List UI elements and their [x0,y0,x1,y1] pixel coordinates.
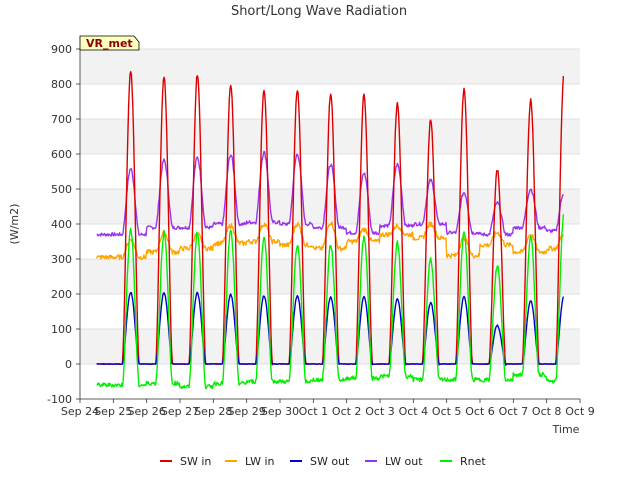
y-tick-label: 200 [51,288,72,301]
legend-label-lw-in: LW in [245,455,275,468]
x-tick-label: Sep 25 [94,405,132,418]
plot-band [80,259,580,294]
y-tick-label: 0 [65,358,72,371]
x-tick-label: Oct 5 [432,405,462,418]
x-tick-label: Oct 9 [565,405,595,418]
plot-band [80,329,580,364]
x-axis-title: Time [552,423,580,436]
y-tick-label: 400 [51,218,72,231]
station-badge: VR_met [79,35,140,51]
x-tick-label: Sep 29 [228,405,266,418]
series-line-sw-out [96,291,565,366]
plot-band [80,189,580,224]
series-line-rnet [96,214,565,390]
legend-label-rnet: Rnet [460,455,486,468]
x-tick-label: Sep 30 [261,405,299,418]
x-tick-label: Oct 3 [365,405,395,418]
legend-label-sw-in: SW in [180,455,211,468]
x-tick-label: Oct 1 [299,405,329,418]
station-badge-shape [79,35,140,51]
x-tick-label: Oct 8 [532,405,562,418]
y-tick-label: 300 [51,253,72,266]
x-tick-label: Sep 27 [161,405,199,418]
y-tick-label: 900 [51,43,72,56]
y-axis-title: (W/m2) [8,204,21,245]
y-tick-label: 800 [51,78,72,91]
y-tick-label: 100 [51,323,72,336]
legend: SW in LW in SW out LW out Rnet [160,455,486,468]
station-badge-label: VR_met [86,37,133,50]
x-tick-label: Sep 26 [128,405,166,418]
series-layer [96,71,565,390]
x-tick-label: Oct 2 [332,405,362,418]
x-tick-label: Sep 24 [61,405,99,418]
plot-band [80,49,580,84]
series-line-lw-in [96,221,564,261]
y-tick-label: 600 [51,148,72,161]
y-tick-label: -100 [47,393,72,406]
series-line-lw-out [96,150,564,237]
plot-band [80,119,580,154]
y-axis-ticks: -100 0 100 200 300 400 500 600 700 800 900 [47,43,80,406]
y-tick-label: 500 [51,183,72,196]
x-tick-label: Oct 4 [399,405,429,418]
x-tick-label: Oct 7 [499,405,529,418]
legend-label-sw-out: SW out [310,455,350,468]
chart-title: Short/Long Wave Radiation [231,4,407,19]
x-tick-label: Sep 28 [194,405,232,418]
x-tick-label: Oct 6 [465,405,495,418]
y-tick-label: 700 [51,113,72,126]
legend-label-lw-out: LW out [385,455,423,468]
